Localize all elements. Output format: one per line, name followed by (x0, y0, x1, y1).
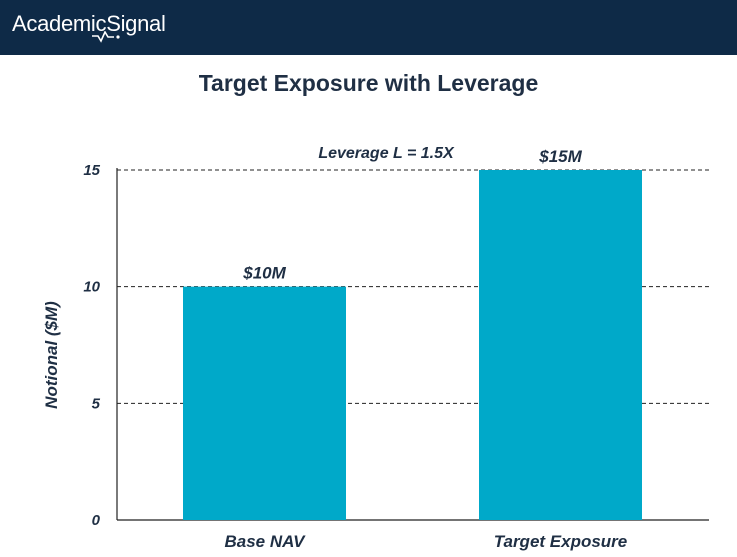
x-tick-label-1: Base NAV (225, 532, 307, 551)
chart-title: Target Exposure with Leverage (198, 70, 539, 96)
brand-logo: AcademicSignal (12, 11, 166, 36)
header-bar: AcademicSignal (0, 0, 737, 55)
data-label-2: $15M (538, 147, 582, 166)
bar-2 (479, 170, 642, 520)
x-tick-label-2: Target Exposure (494, 532, 628, 551)
y-tick-label-5: 5 (92, 395, 101, 412)
bar-1 (183, 286, 346, 520)
y-axis-label: Notional ($M) (42, 301, 61, 409)
y-tick-label-15: 15 (83, 162, 100, 179)
y-tick-label-0: 0 (92, 512, 101, 529)
data-label-1: $10M (242, 264, 286, 283)
y-tick-label-10: 10 (83, 279, 100, 296)
leverage-annotation: Leverage L = 1.5X (318, 145, 455, 162)
signal-wave-icon (92, 31, 120, 43)
